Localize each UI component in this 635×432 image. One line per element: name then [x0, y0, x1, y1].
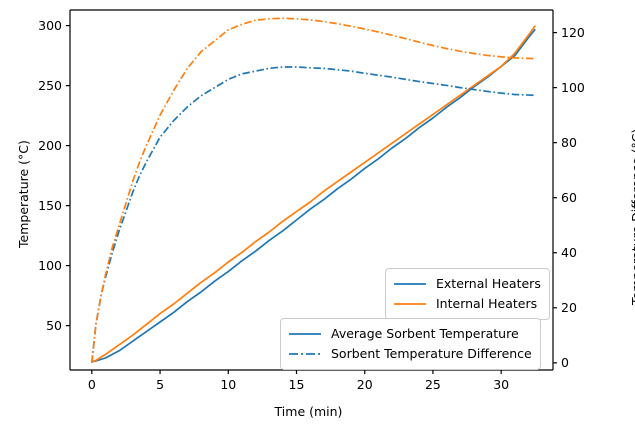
- y-tick-label-right: 80: [561, 134, 577, 150]
- y-tick-label-right: 120: [561, 24, 585, 40]
- legend-item-average-sorbent-temperature: Average Sorbent Temperature: [288, 324, 532, 344]
- legend-label-external-heaters: External Heaters: [436, 276, 541, 291]
- x-tick-label: 30: [493, 377, 510, 392]
- x-axis-label: Time (min): [274, 404, 343, 419]
- y-tick-label-right: 20: [561, 299, 577, 315]
- series-line: [90, 17, 536, 363]
- legend-label-internal-heaters: Internal Heaters: [436, 296, 538, 311]
- sorbent-legend: Average Sorbent Temperature Sorbent Temp…: [280, 318, 541, 370]
- legend-item-sorbent-temperature-difference: Sorbent Temperature Difference: [288, 344, 532, 364]
- y-tick-label-right: 100: [561, 79, 585, 95]
- y-tick-label-left: 200: [38, 137, 62, 153]
- x-tick-label: 15: [288, 377, 305, 392]
- series-line: [91, 28, 536, 363]
- y-axis-label-right: Temperature Difference (°C): [629, 128, 635, 305]
- x-tick-label: 20: [356, 377, 373, 392]
- y-tick-label-right: 60: [561, 189, 577, 205]
- y-tick-label-left: 100: [38, 257, 62, 273]
- x-tick-label: 0: [87, 377, 96, 392]
- legend-label-average-sorbent-temperature: Average Sorbent Temperature: [331, 326, 519, 341]
- x-tick-label: 5: [156, 377, 165, 392]
- legend-item-internal-heaters: Internal Heaters: [393, 294, 541, 314]
- y-tick-label-left: 50: [46, 317, 62, 333]
- legend-line-sample-temp-difference: [289, 353, 321, 355]
- heater-legend: External Heaters Internal Heaters: [385, 268, 550, 320]
- series-line: [91, 25, 536, 363]
- x-tick-label: 10: [220, 377, 237, 392]
- legend-line-sample-average-temp: [289, 333, 321, 335]
- legend-item-external-heaters: External Heaters: [393, 274, 541, 294]
- y-tick-label-left: 150: [38, 197, 62, 213]
- y-tick-label-right: 40: [561, 244, 577, 260]
- y-tick-label-right: 0: [561, 354, 569, 370]
- series-line: [90, 66, 536, 363]
- x-tick-label: 25: [424, 377, 441, 392]
- legend-line-sample-external: [394, 283, 426, 285]
- y-tick-label-left: 250: [38, 77, 62, 93]
- legend-line-sample-internal: [394, 303, 426, 305]
- y-axis-label-left: Temperature (°C): [16, 140, 31, 248]
- y-tick-label-left: 300: [38, 17, 62, 33]
- legend-label-sorbent-temperature-difference: Sorbent Temperature Difference: [331, 346, 532, 361]
